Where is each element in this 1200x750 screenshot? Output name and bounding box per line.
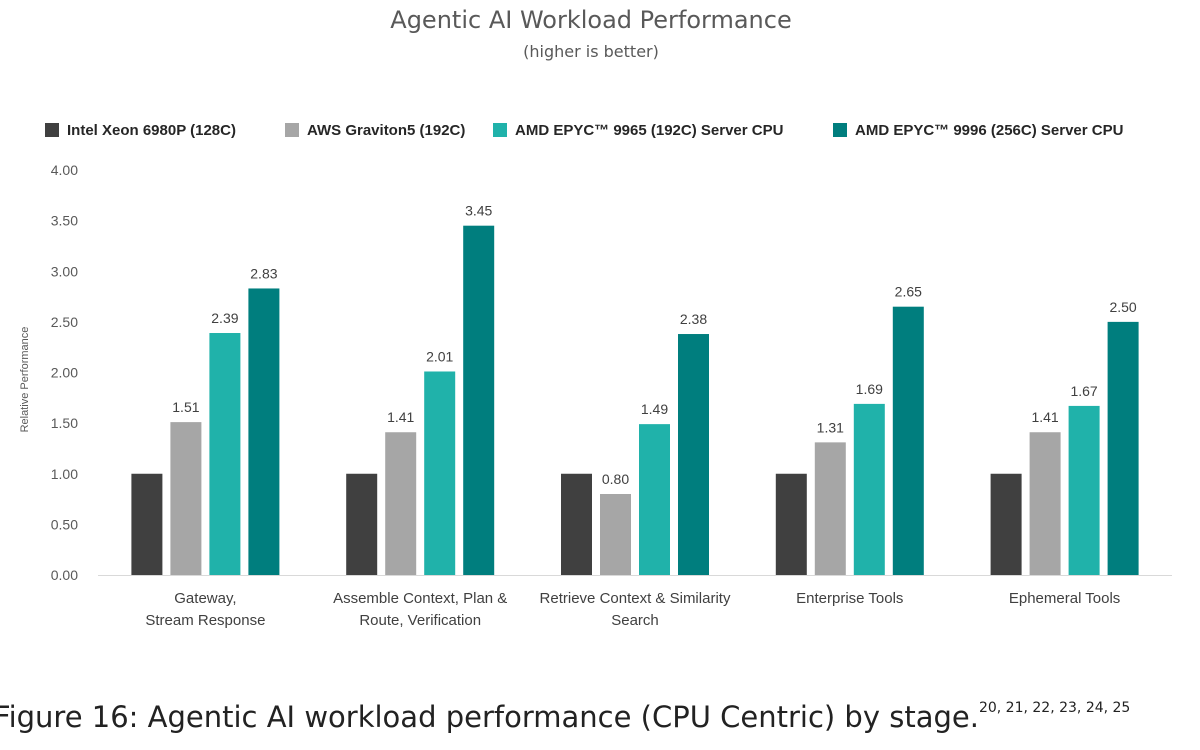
data-label: 0.80 — [602, 471, 629, 487]
legend-item-amd-epyc-9996: AMD EPYC™ 9996 (256C) Server CPU — [833, 120, 1123, 140]
caption-text: Figure 16: Agentic AI workload performan… — [0, 700, 979, 734]
data-label: 2.65 — [895, 284, 922, 300]
data-label: 2.01 — [426, 348, 453, 364]
legend-label: AMD EPYC™ 9965 (192C) Server CPU — [515, 121, 784, 139]
y-tick-label: 3.00 — [51, 263, 78, 279]
x-tick-label-line: Search — [611, 612, 659, 629]
legend-label: AMD EPYC™ 9996 (256C) Server CPU — [855, 121, 1124, 139]
y-tick-label: 1.00 — [51, 466, 78, 482]
data-label: 1.31 — [817, 419, 844, 435]
data-label: 1.41 — [387, 409, 414, 425]
legend-item-intel-xeon: Intel Xeon 6980P (128C) — [45, 120, 236, 140]
x-tick-label-line: Route, Verification — [359, 612, 481, 629]
bar — [814, 442, 846, 575]
bar — [170, 422, 202, 575]
x-tick-label: Enterprise Tools — [796, 590, 903, 607]
bar — [131, 473, 163, 575]
data-label: 1.69 — [856, 381, 883, 397]
y-axis-title: Relative Performance — [19, 327, 31, 433]
x-tick-label-line: Ephemeral Tools — [1009, 590, 1120, 607]
x-tick-label-line: Retrieve Context & Similarity — [540, 590, 731, 607]
data-label: 2.50 — [1109, 299, 1136, 315]
caption-refs: 20, 21, 22, 23, 24, 25 — [978, 700, 1131, 717]
data-label: 1.41 — [1031, 409, 1058, 425]
bar — [775, 473, 807, 575]
bar-chart: Relative Performance 0.00 0.50 1.00 1.50 2.0… — [19, 162, 1172, 629]
data-label: 3.45 — [465, 203, 492, 219]
bars: 1.51 2.39 2.83 1.41 2.01 3.45 0.80 1.49 2.38 1.31… — [131, 203, 1139, 575]
legend-item-aws-graviton: AWS Graviton5 (192C) — [285, 120, 465, 140]
y-axis-ticks: 0.00 0.50 1.00 1.50 2.00 2.50 3.00 3.50 4.00 — [51, 162, 78, 583]
chart-subtitle: (higher is better) — [523, 42, 659, 61]
bar — [561, 473, 592, 575]
x-tick-label: Gateway, Stream Response — [145, 590, 265, 629]
chart-title: Agentic AI Workload Performance — [390, 6, 792, 34]
bar — [678, 334, 709, 575]
legend-swatch — [45, 123, 59, 137]
bar — [1029, 432, 1061, 575]
x-tick-label: Retrieve Context & Similarity Search — [540, 590, 731, 629]
y-tick-label: 0.00 — [51, 567, 78, 583]
legend-swatch — [285, 123, 299, 137]
data-label: 1.49 — [641, 401, 668, 417]
legend-swatch — [493, 123, 507, 137]
legend-label: Intel Xeon 6980P (128C) — [67, 121, 236, 139]
figure-caption: Figure 16: Agentic AI workload performan… — [0, 700, 1200, 734]
x-tick-label-line: Assemble Context, Plan & — [333, 590, 507, 607]
y-axis-title-group: Relative Performance — [19, 327, 31, 433]
y-tick-label: 2.00 — [51, 365, 78, 381]
y-tick-label: 0.50 — [51, 516, 78, 532]
legend-item-amd-epyc-9965: AMD EPYC™ 9965 (192C) Server CPU — [493, 120, 783, 140]
data-label: 2.39 — [211, 310, 238, 326]
data-label: 2.38 — [680, 311, 707, 327]
x-tick-label-line: Stream Response — [145, 612, 265, 629]
x-tick-label-line: Enterprise Tools — [796, 590, 903, 607]
chart-legend: Intel Xeon 6980P (128C) AWS Graviton5 (1… — [45, 120, 1175, 140]
bar — [463, 225, 495, 575]
legend-label: AWS Graviton5 (192C) — [307, 121, 466, 139]
bar — [385, 432, 417, 575]
x-tick-label-line: Gateway, — [174, 590, 236, 607]
bar — [892, 306, 924, 575]
bar — [600, 494, 631, 575]
bar — [639, 424, 670, 575]
bar — [424, 371, 456, 575]
bar — [1107, 321, 1139, 575]
y-tick-label: 2.50 — [51, 314, 78, 330]
x-tick-label: Assemble Context, Plan & Route, Verificat… — [333, 590, 507, 629]
data-label: 1.67 — [1070, 383, 1097, 399]
bar — [248, 288, 280, 575]
bar — [346, 473, 378, 575]
y-tick-label: 1.50 — [51, 415, 78, 431]
x-axis-labels: Gateway, Stream Response Assemble Context,… — [145, 590, 1120, 629]
legend-swatch — [833, 123, 847, 137]
bar — [990, 473, 1022, 575]
y-tick-label: 3.50 — [51, 213, 78, 229]
y-tick-label: 4.00 — [51, 162, 78, 178]
bar — [209, 333, 241, 575]
x-tick-label: Ephemeral Tools — [1009, 590, 1120, 607]
bar — [1068, 405, 1100, 575]
data-label: 1.51 — [172, 399, 199, 415]
bar — [853, 403, 885, 575]
data-label: 2.83 — [250, 265, 277, 281]
